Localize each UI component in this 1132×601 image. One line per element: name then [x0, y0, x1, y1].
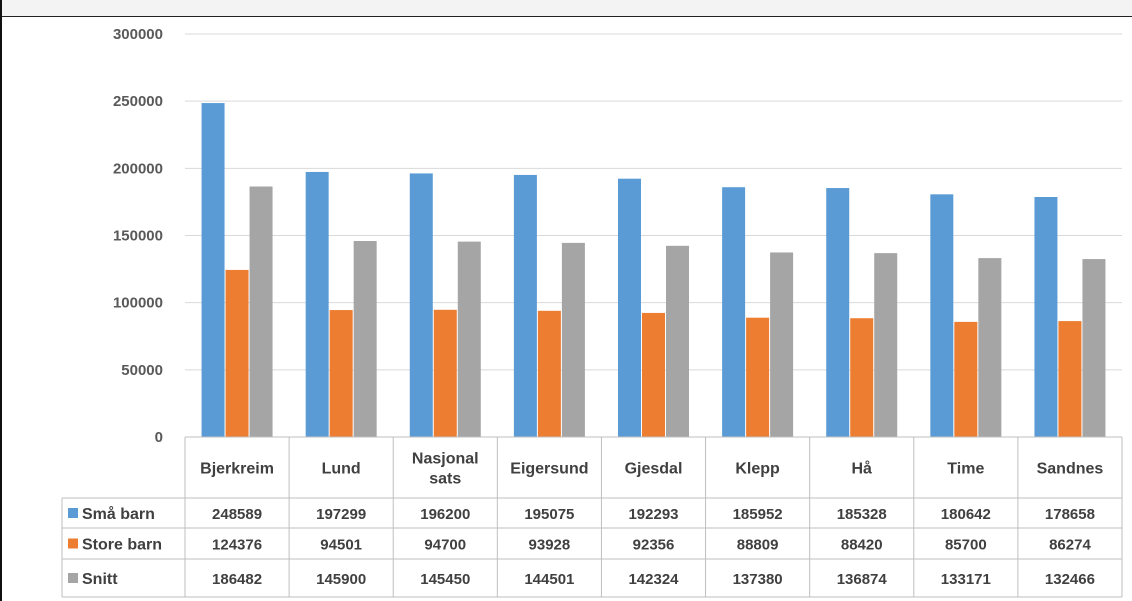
data-label: 93928 — [529, 537, 571, 554]
bar — [457, 241, 481, 437]
bar — [746, 317, 770, 437]
x-tick-label: Gjesdal — [625, 461, 683, 478]
data-label: 132466 — [1045, 571, 1095, 588]
legend-label: Store barn — [82, 537, 162, 554]
x-tick-label: sats — [429, 471, 461, 488]
bar — [930, 194, 954, 437]
data-label: 92356 — [633, 537, 675, 554]
bar — [329, 310, 353, 437]
bar — [201, 103, 225, 438]
bar — [978, 258, 1002, 437]
bar — [537, 310, 561, 437]
bars — [201, 103, 1106, 438]
bar — [561, 242, 585, 437]
bar — [1082, 259, 1106, 437]
y-tick-label: 100000 — [113, 295, 163, 312]
data-label: 136874 — [837, 571, 888, 588]
data-label: 94501 — [320, 537, 362, 554]
window-top-bar — [0, 0, 1132, 17]
bar — [954, 321, 978, 437]
data-label: 86274 — [1049, 537, 1091, 554]
bar — [305, 171, 329, 437]
data-label: 145450 — [420, 571, 470, 588]
legend-swatch — [68, 508, 78, 518]
data-label: 88420 — [841, 537, 883, 554]
data-label: 195075 — [524, 506, 574, 523]
bar — [722, 187, 746, 437]
data-label: 142324 — [628, 571, 679, 588]
y-tick-label: 300000 — [113, 26, 163, 43]
bar — [433, 309, 457, 437]
legend-label: Snitt — [82, 571, 118, 588]
data-label: 197299 — [316, 506, 366, 523]
y-tick-label: 50000 — [121, 362, 163, 379]
y-tick-label: 250000 — [113, 93, 163, 110]
bar — [642, 312, 665, 437]
bar — [225, 269, 249, 437]
data-label: 85700 — [945, 537, 987, 554]
data-label: 137380 — [733, 571, 783, 588]
bar — [850, 318, 874, 437]
x-tick-label: Nasjonal — [412, 451, 479, 468]
y-axis-ticks: 0 50000 100000 150000 200000 250000 300000 — [113, 26, 163, 446]
x-tick-label: Lund — [322, 461, 361, 478]
data-label: 185952 — [733, 506, 783, 523]
x-tick-label: Hå — [851, 460, 872, 478]
legend-label: Små barn — [82, 505, 155, 523]
data-label: 192293 — [628, 506, 678, 523]
x-tick-label: Eigersund — [510, 461, 588, 478]
data-label: 88809 — [737, 537, 779, 554]
bar — [1058, 321, 1082, 437]
bar — [1034, 197, 1058, 437]
data-label: 94700 — [424, 537, 466, 554]
data-label: 145900 — [316, 571, 366, 588]
data-label: 124376 — [212, 537, 262, 554]
bar — [513, 174, 537, 437]
x-tick-label: Sandnes — [1037, 461, 1104, 478]
x-tick-label: Klepp — [735, 461, 780, 478]
bar — [770, 252, 794, 437]
data-label: 180642 — [941, 506, 991, 523]
data-table: Bjerkreim Lund Nasjonal sats Eigersund Gjesda… — [61, 436, 1123, 598]
data-label: 186482 — [212, 571, 262, 588]
bar — [409, 173, 433, 438]
bar — [353, 241, 377, 437]
y-tick-label: 200000 — [113, 160, 163, 177]
data-label: 133171 — [941, 571, 991, 588]
data-label: 178658 — [1045, 506, 1095, 523]
y-tick-label: 0 — [155, 429, 163, 446]
data-label: 185328 — [837, 506, 887, 523]
bar — [618, 178, 641, 437]
window-left-border — [0, 0, 2, 601]
bar — [666, 245, 689, 437]
y-tick-label: 150000 — [113, 228, 163, 245]
data-label: 248589 — [212, 506, 262, 523]
legend-swatch — [68, 538, 78, 549]
x-tick-label: Time — [947, 461, 984, 478]
data-label: 196200 — [420, 506, 470, 523]
x-tick-label: Bjerkreim — [200, 461, 274, 478]
bar — [249, 186, 273, 437]
bar — [826, 188, 850, 437]
data-label: 144501 — [524, 571, 574, 588]
legend-swatch — [68, 573, 78, 583]
bar — [874, 253, 898, 437]
